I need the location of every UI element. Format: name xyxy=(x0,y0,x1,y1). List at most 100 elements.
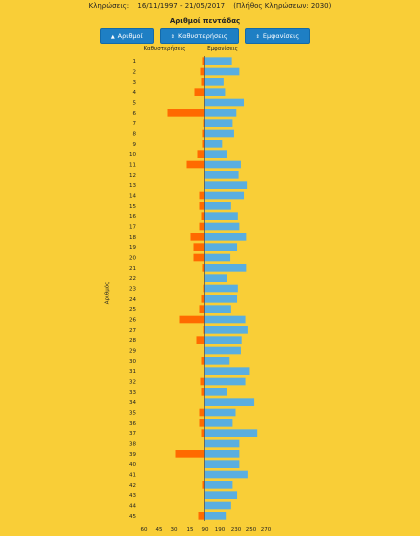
sort-by-number-button[interactable]: ▲ Αριθμοί xyxy=(99,28,154,44)
y-tick-label: 4 xyxy=(133,90,137,96)
delay-bar xyxy=(197,150,205,158)
draws-label: Κληρώσεις: xyxy=(88,2,130,10)
y-tick-label: 10 xyxy=(129,152,136,158)
appearance-bar xyxy=(204,191,245,200)
appearance-bar xyxy=(204,501,231,510)
delay-bar xyxy=(167,109,205,117)
sort-icon: ⇕ xyxy=(255,34,260,40)
delay-bar xyxy=(202,129,205,138)
y-tick-label: 1 xyxy=(133,59,137,65)
y-tick-label: 25 xyxy=(129,307,136,313)
appearance-bar xyxy=(204,481,233,489)
y-tick-label: 31 xyxy=(129,369,136,375)
appearance-bar xyxy=(204,78,224,86)
appearance-bar xyxy=(204,150,227,158)
sort-icon: ⇕ xyxy=(170,34,175,40)
y-tick-label: 8 xyxy=(133,132,137,138)
delay-bar xyxy=(199,305,205,313)
delay-bar xyxy=(186,160,205,169)
y-tick-label: 44 xyxy=(129,504,136,510)
appearance-bar xyxy=(204,491,238,499)
y-tick-label: 35 xyxy=(129,411,136,417)
y-tick-label: 27 xyxy=(129,328,136,334)
appearance-bar xyxy=(204,181,248,189)
delay-bar xyxy=(199,222,205,231)
delay-bar xyxy=(190,233,205,241)
appearance-bar xyxy=(204,264,247,272)
y-tick-label: 7 xyxy=(133,121,137,127)
y-tick-label: 15 xyxy=(129,204,136,210)
y-tick-label: 16 xyxy=(129,214,136,220)
x-tick-label: 270 xyxy=(261,527,272,533)
delay-bar xyxy=(198,512,205,520)
y-tick-label: 17 xyxy=(129,225,136,231)
delay-bar xyxy=(203,284,205,293)
sort-button-group: ▲ Αριθμοί ⇕ Καθυστερήσεις ⇕ Εμφανίσεις xyxy=(0,28,410,44)
appearance-bar xyxy=(204,171,239,179)
appearance-bar xyxy=(204,67,240,76)
delay-bar xyxy=(193,253,205,262)
x-tick-label: 45 xyxy=(156,527,163,533)
delay-bar xyxy=(202,481,205,489)
appearance-bar xyxy=(204,419,233,427)
y-tick-label: 20 xyxy=(129,256,136,262)
appearance-bar xyxy=(204,408,236,417)
y-tick-label: 11 xyxy=(129,163,136,169)
y-tick-label: 40 xyxy=(129,462,136,468)
y-tick-label: 41 xyxy=(129,473,136,479)
y-tick-label: 32 xyxy=(129,380,136,386)
appearance-bar xyxy=(204,460,240,468)
y-tick-label: 36 xyxy=(129,421,136,427)
appearance-bar xyxy=(204,357,230,365)
delay-bar xyxy=(202,57,205,65)
delay-bar xyxy=(202,140,205,148)
appearance-bar xyxy=(204,398,255,406)
appearance-bar xyxy=(204,88,226,96)
appearance-bar xyxy=(204,243,238,251)
appearance-bar xyxy=(204,160,241,169)
appearance-bar xyxy=(204,119,233,127)
appearance-bar xyxy=(204,470,248,479)
x-tick-label: 90 xyxy=(202,527,209,533)
y-tick-label: 14 xyxy=(129,194,136,200)
y-tick-label: 18 xyxy=(129,235,136,241)
y-tick-label: 45 xyxy=(129,514,136,520)
delay-bar xyxy=(199,408,205,417)
delay-bar xyxy=(200,67,205,76)
sort-by-appearances-button[interactable]: ⇕ Εμφανίσεις xyxy=(244,28,311,44)
x-tick-label: 250 xyxy=(246,527,257,533)
appearance-bar xyxy=(204,274,227,282)
y-tick-label: 19 xyxy=(129,245,136,251)
appearance-bar xyxy=(204,315,246,324)
appearance-bar xyxy=(204,326,248,334)
delay-bar xyxy=(201,388,205,396)
y-tick-label: 37 xyxy=(129,431,136,437)
appearance-bar xyxy=(204,305,231,313)
delay-bar xyxy=(179,315,205,324)
delay-bar xyxy=(200,377,205,386)
y-tick-label: 12 xyxy=(129,173,136,179)
x-tick-label: 30 xyxy=(171,527,178,533)
appearance-bar xyxy=(204,129,234,138)
sort-by-delays-button[interactable]: ⇕ Καθυστερήσεις xyxy=(159,28,239,44)
y-tick-label: 42 xyxy=(129,483,136,489)
appearance-bar xyxy=(204,336,242,344)
appearance-bar xyxy=(204,212,238,220)
y-tick-label: 39 xyxy=(129,452,136,458)
appearance-bar xyxy=(204,367,250,375)
delay-bar xyxy=(202,264,205,272)
y-tick-label: 5 xyxy=(133,101,137,107)
y-tick-label: 13 xyxy=(129,183,136,189)
sort-by-appearances-label: Εμφανίσεις xyxy=(262,32,300,40)
sort-by-number-label: Αριθμοί xyxy=(117,32,143,40)
delay-bar xyxy=(203,119,205,127)
delay-bar xyxy=(201,429,205,437)
delay-bar xyxy=(201,357,205,365)
y-tick-label: 22 xyxy=(129,276,136,282)
x-tick-label: 60 xyxy=(141,527,148,533)
sort-by-delays-label: Καθυστερήσεις xyxy=(177,32,228,40)
y-tick-label: 29 xyxy=(129,349,136,355)
delay-bar xyxy=(194,88,205,96)
draws-range: 16/11/1997 - 21/05/2017 xyxy=(137,2,226,10)
